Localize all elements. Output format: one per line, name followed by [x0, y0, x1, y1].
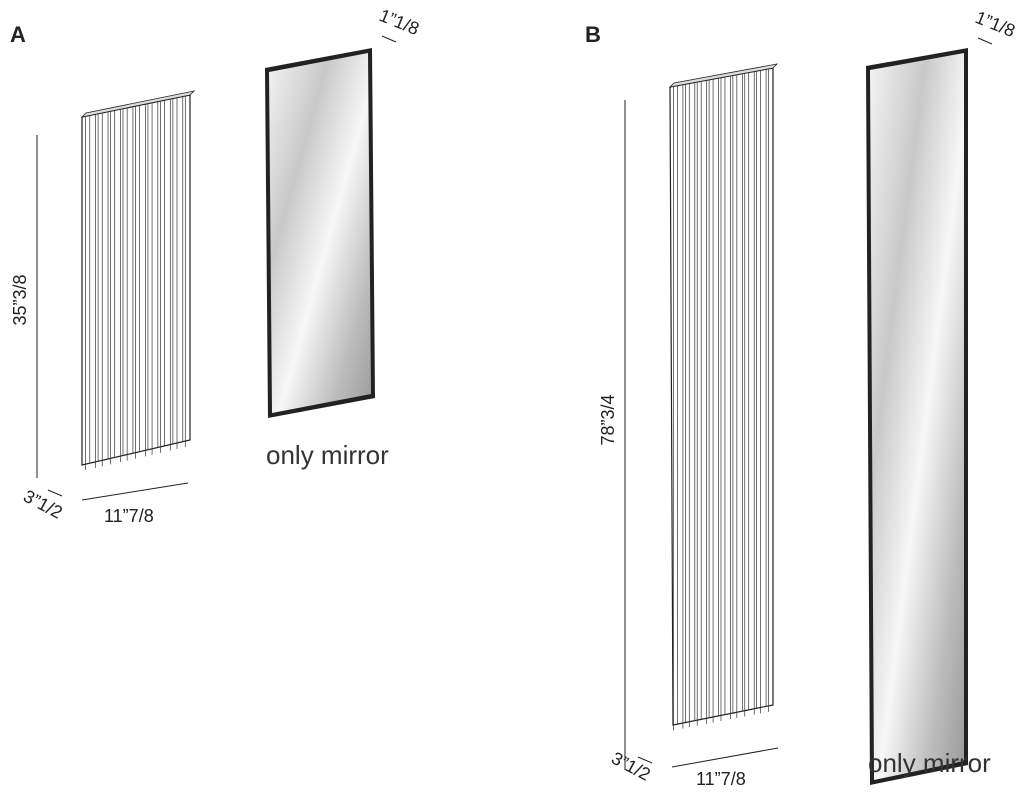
mirror-glass	[870, 53, 964, 780]
width-dimension: 11”7/8	[104, 506, 154, 526]
mirror-glass	[269, 53, 371, 413]
mirror-thickness: 1”1/8	[377, 5, 423, 39]
depth-dimension: 3”1/2	[608, 748, 654, 785]
panel-top	[80, 90, 196, 118]
panel-a: A 35”3/8 11”7/8 3”1/2 1”1/8 only mirror	[10, 5, 422, 526]
dimension-line	[381, 35, 397, 43]
panel-label: A	[10, 22, 26, 47]
dimension-line	[671, 747, 779, 768]
dimension-line	[977, 37, 993, 45]
dimension-line	[637, 756, 653, 764]
height-dimension: 35”3/8	[10, 274, 30, 325]
dimension-line	[47, 489, 63, 497]
dimension-line	[81, 482, 189, 501]
depth-dimension: 3”1/2	[20, 486, 66, 523]
panel-label: B	[585, 22, 601, 47]
height-dimension: 78”3/4	[598, 394, 618, 445]
caption: only mirror	[868, 748, 991, 778]
width-dimension: 11”7/8	[696, 769, 746, 789]
panel-b: B 78”3/4 11”7/8 3”1/2 1”1/8 only mirror	[585, 7, 1018, 789]
panel-top	[668, 63, 779, 88]
mirror-thickness: 1”1/8	[973, 7, 1019, 41]
caption: only mirror	[266, 440, 389, 470]
